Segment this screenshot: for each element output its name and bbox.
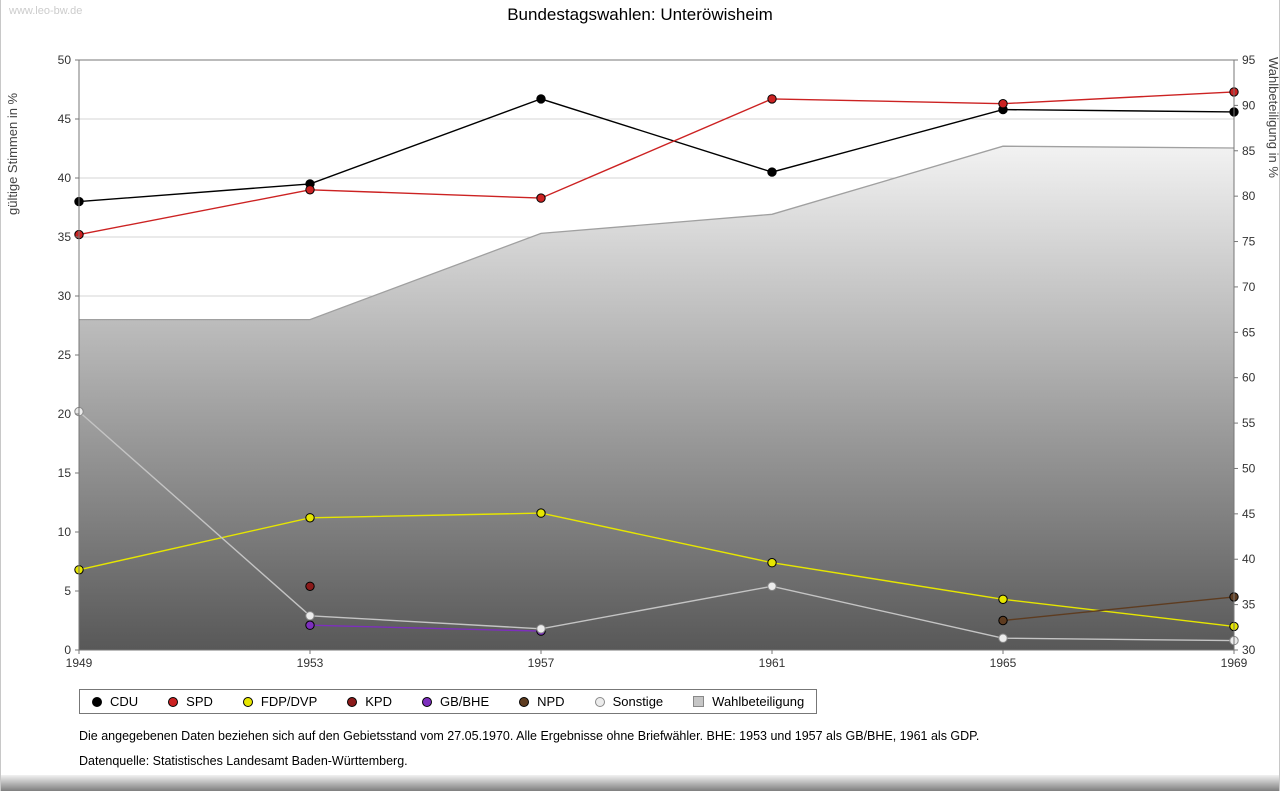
tick-label: 50 — [58, 53, 72, 67]
legend-label-spd: SPD — [186, 694, 213, 709]
legend-marker-cdu — [92, 696, 102, 707]
chart-canvas: 0 5 10 15 20 25 30 35 40 45 50 30 35 40 45 50 55 60 65 70 75… — [5, 53, 1280, 670]
footnote-source: Datenquelle: Statistisches Landesamt Bad… — [79, 754, 408, 768]
legend-label-sonstige: Sonstige — [612, 694, 664, 709]
datapoint-cdu — [767, 167, 777, 177]
datapoint-fdp-dvp — [305, 513, 315, 523]
tick-label: 70 — [1242, 280, 1256, 294]
chart-axes — [75, 59, 1238, 654]
series-spd — [74, 87, 1239, 240]
datapoint-fdp-dvp — [767, 558, 777, 568]
legend-item-kpd: KPD — [347, 694, 392, 709]
legend: CDU SPD FDP/DVP KPD GB/BHE NPD Sonstige Wahlbet… — [79, 689, 818, 714]
series-fdp-dvp — [74, 508, 1239, 632]
legend-marker-kpd — [347, 696, 358, 707]
tick-label: 65 — [1242, 325, 1256, 339]
legend-label-kpd: KPD — [365, 694, 392, 709]
tick-label: 1949 — [66, 656, 93, 670]
datapoint-sonstige — [767, 581, 777, 591]
series-npd — [998, 592, 1239, 626]
tick-label: 35 — [58, 230, 72, 244]
tick-label: 75 — [1242, 235, 1256, 249]
area-fill — [79, 146, 1234, 650]
datapoint-sonstige — [998, 633, 1008, 643]
datapoint-fdp-dvp — [998, 594, 1008, 604]
legend-item-npd: NPD — [519, 694, 565, 709]
series-kpd — [305, 581, 315, 591]
legend-item-gb-bhe: GB/BHE — [421, 694, 490, 709]
legend-item-spd: SPD — [168, 694, 213, 709]
tick-label: 1957 — [528, 656, 555, 670]
tick-label: 15 — [58, 466, 72, 480]
tick-label: 30 — [58, 289, 72, 303]
tick-label: 90 — [1242, 98, 1256, 112]
tick-label: 40 — [58, 171, 72, 185]
left-axis-title: gültige Stimmen in % — [5, 92, 20, 215]
datapoint-kpd — [305, 581, 315, 591]
tick-label: 40 — [1242, 552, 1256, 566]
legend-item-cdu: CDU — [92, 694, 138, 709]
datapoint-sonstige — [305, 611, 315, 621]
legend-marker-spd — [168, 696, 179, 707]
legend-label-fdp-dvp: FDP/DVP — [260, 694, 318, 709]
tick-label: 60 — [1242, 371, 1256, 385]
area-top-line — [79, 145, 1235, 321]
tick-label: 45 — [58, 112, 72, 126]
legend-label-wahlbeteiligung: Wahlbeteiligung — [712, 694, 805, 709]
chart-series — [74, 87, 1239, 646]
tick-label: 25 — [58, 348, 72, 362]
legend-item-wahlbeteiligung: Wahlbeteiligung — [693, 694, 804, 709]
legend-label-gb-bhe: GB/BHE — [439, 694, 490, 709]
tick-label: 35 — [1242, 598, 1256, 612]
tick-label: 85 — [1242, 144, 1256, 158]
tick-label: 95 — [1242, 53, 1256, 67]
legend-item-fdp-dvp: FDP/DVP — [242, 694, 318, 709]
legend-marker-npd — [519, 696, 530, 707]
tick-label: 20 — [58, 407, 72, 421]
page-bottom-edge — [1, 775, 1279, 791]
legend-label-npd: NPD — [537, 694, 565, 709]
legend-marker-sonstige — [594, 696, 605, 707]
page-title: Bundestagswahlen: Unteröwisheim — [507, 5, 773, 24]
right-axis-title: Wahlbeteiligung in % — [1266, 57, 1280, 178]
datapoint-sonstige — [536, 624, 546, 634]
legend-label-cdu: CDU — [110, 694, 139, 709]
tick-label: 5 — [64, 584, 71, 598]
wahlbeteiligung-area — [79, 145, 1235, 650]
datapoint-spd — [767, 94, 777, 104]
tick-label: 1965 — [990, 656, 1017, 670]
datapoint-gb-bhe — [305, 620, 315, 630]
tick-label: 1961 — [759, 656, 786, 670]
legend-marker-gb-bhe — [421, 696, 432, 707]
legend-marker-wahlbeteiligung — [693, 696, 705, 707]
tick-label: 0 — [64, 643, 71, 657]
watermark: www.leo-bw.de — [9, 5, 83, 17]
datapoint-npd — [998, 615, 1008, 626]
tick-label: 1953 — [297, 656, 324, 670]
tick-label: 50 — [1242, 461, 1256, 475]
tick-label: 10 — [58, 525, 72, 539]
footnote-geography: Die angegebenen Daten beziehen sich auf … — [79, 729, 980, 743]
chart-tick-labels: 0 5 10 15 20 25 30 35 40 45 50 30 35 40 45 50 55 60 65 70 75… — [58, 53, 1256, 670]
datapoint-cdu — [536, 94, 546, 104]
tick-label: 30 — [1242, 643, 1256, 657]
tick-label: 1969 — [1221, 656, 1248, 670]
legend-marker-fdp-dvp — [242, 696, 253, 707]
datapoint-spd — [305, 185, 315, 195]
datapoint-fdp-dvp — [536, 508, 546, 518]
tick-label: 45 — [1242, 507, 1256, 521]
legend-item-sonstige: Sonstige — [594, 694, 664, 709]
datapoint-spd — [998, 99, 1008, 109]
datapoint-spd — [536, 193, 546, 203]
tick-label: 80 — [1242, 189, 1256, 203]
tick-label: 55 — [1242, 416, 1256, 430]
